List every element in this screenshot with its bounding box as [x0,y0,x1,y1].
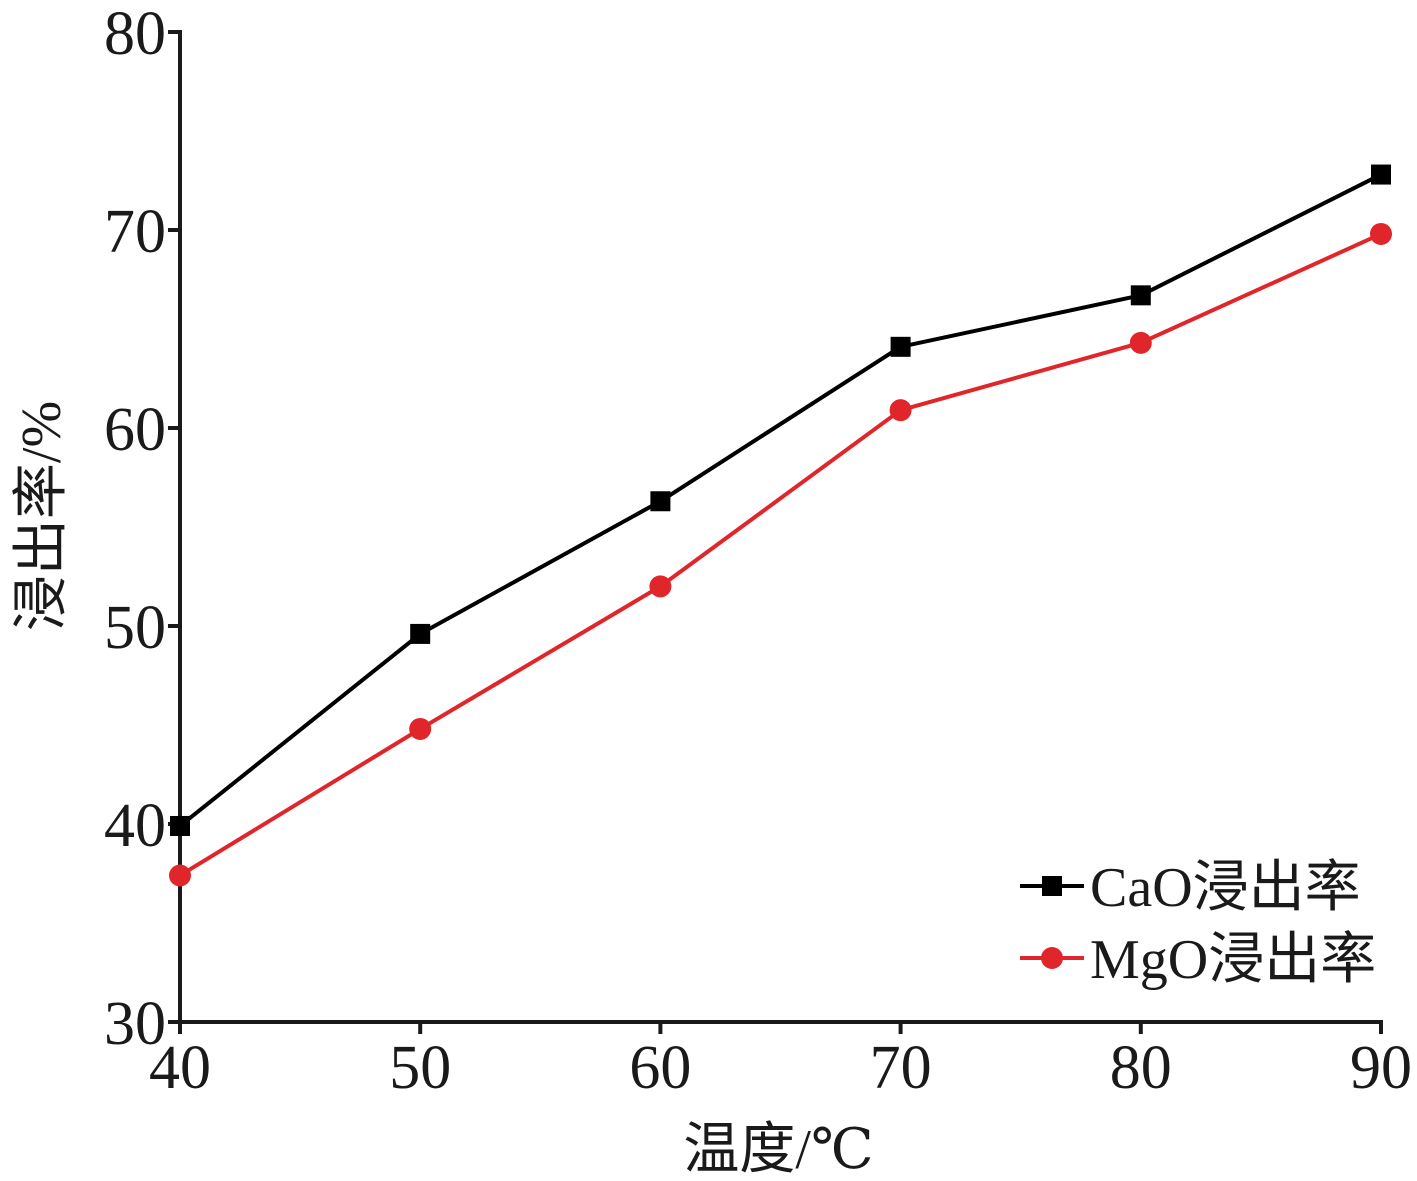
legend-marker-circle [1041,947,1063,969]
data-point-square [1130,285,1151,306]
series-layer [169,164,1392,887]
y-tick-label: 50 [104,594,166,662]
x-tick-label: 40 [149,1034,211,1102]
y-tick-label: 60 [104,396,166,464]
y-axis-title: 浸出率/% [11,401,73,631]
y-tick-label: 80 [104,0,166,68]
y-tick-label: 70 [104,198,166,266]
data-point-square [650,491,671,512]
data-point-circle [1129,331,1152,354]
legend: CaO浸出率 MgO浸出率 [1020,857,1376,991]
data-point-square [1371,164,1391,185]
data-point-square [410,623,431,644]
data-point-circle [409,717,432,740]
legend-label-2: MgO浸出率 [1090,929,1376,991]
legend-label-1: CaO浸出率 [1090,857,1361,919]
x-tick-label: 60 [629,1034,691,1102]
data-point-circle [169,864,191,887]
x-tick-label: 50 [389,1034,451,1102]
x-tick-label: 80 [1110,1034,1172,1102]
series-line-2 [178,232,1382,878]
y-tick-label: 30 [104,990,166,1058]
data-point-square [170,815,190,836]
y-tick-label: 40 [104,792,166,860]
legend-marker-square [1042,876,1062,896]
x-tick-label: 90 [1350,1034,1412,1102]
data-point-circle [1370,222,1392,245]
data-point-circle [889,399,912,422]
data-point-square [890,336,911,357]
series-line-1 [178,172,1382,828]
x-axis-title: 温度/℃ [683,1119,873,1181]
x-tick-label: 70 [870,1034,932,1102]
data-point-circle [649,575,672,598]
